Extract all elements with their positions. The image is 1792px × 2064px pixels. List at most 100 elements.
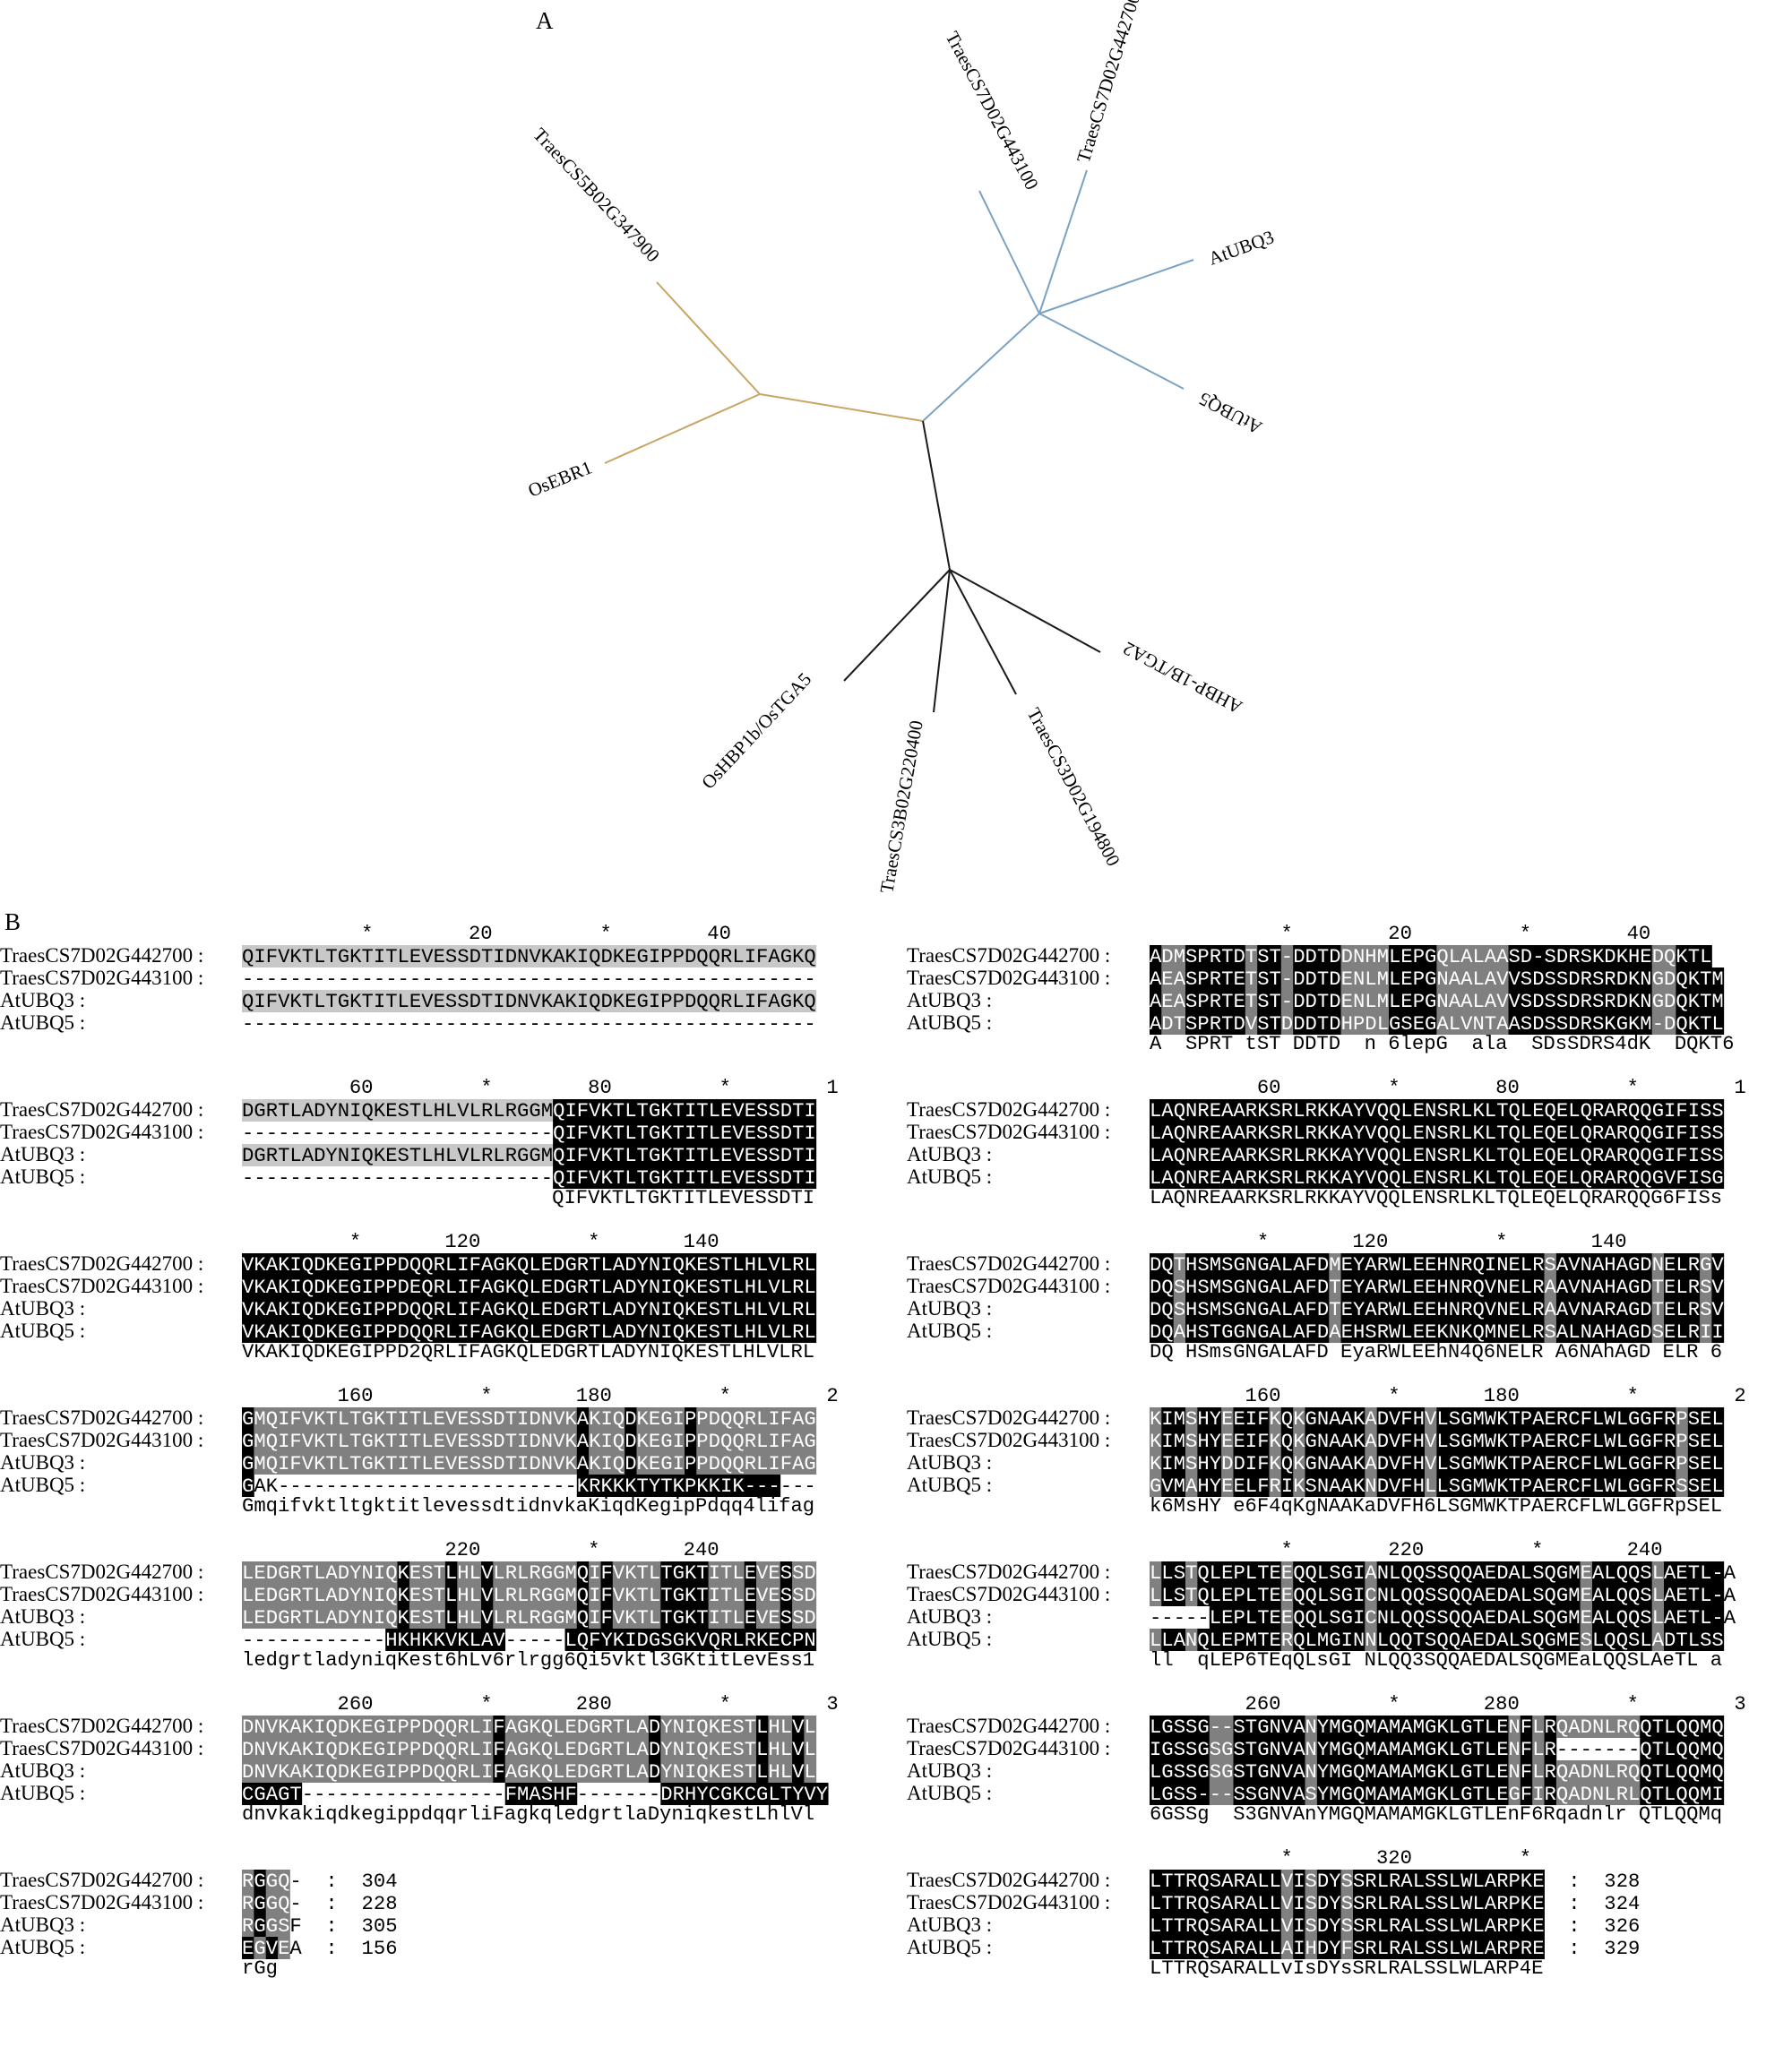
- residue-shade: [265, 1276, 279, 1298]
- sequence-row: GMQIFVKTLTGKTITLEVESSDTIDNVKAKIQDKEGIPPD…: [242, 1408, 816, 1431]
- sequence-name: TraesCS7D02G442700 :: [0, 1869, 203, 1891]
- residue-shade: [373, 1144, 386, 1166]
- residue-shade: [289, 1253, 303, 1276]
- residue-shade: [529, 1099, 542, 1122]
- residue-shade: [469, 1320, 482, 1343]
- alignment-block: 160 * 180 * 2 TraesCS7D02G442700 : KIMSHYE…: [907, 1385, 1746, 1518]
- position-ruler: * 120 * 140: [1150, 1231, 1627, 1253]
- residue-shade: [361, 1298, 375, 1320]
- residue-shade: [529, 1276, 542, 1298]
- residue-shade: [314, 1320, 326, 1343]
- residue-shade: [708, 1320, 721, 1343]
- residue-shade: [672, 990, 685, 1012]
- residue-shade: [732, 1166, 745, 1189]
- residue-shade: [289, 1298, 303, 1320]
- residue-shade: [540, 1276, 554, 1298]
- residue-shade: [529, 1144, 542, 1166]
- residue-shade: [254, 990, 267, 1012]
- residue-shade: [301, 1144, 314, 1166]
- residue-shade: [504, 1099, 518, 1122]
- residue-shade: [553, 1407, 565, 1430]
- residue-shade: [696, 1144, 710, 1166]
- alignment-block: 160 * 180 * 2 TraesCS7D02G442700 : GMQIFVK…: [0, 1385, 839, 1518]
- residue-shade: [457, 1144, 470, 1166]
- residue-shade: [397, 1144, 410, 1166]
- residue-shade: [720, 1253, 733, 1276]
- residue-shade: [504, 1407, 518, 1430]
- sequence-row: LTTRQSARALLVISDYSSRLRALSSLWLARPKE : 326: [1150, 1915, 1640, 1938]
- residue-shade: [349, 1253, 362, 1276]
- residue-shade: [576, 1122, 590, 1144]
- sequence-name: TraesCS7D02G443100 :: [907, 1429, 1110, 1451]
- sequence-name: AtUBQ5 :: [0, 1628, 85, 1650]
- sequence-row: VKAKIQDKEGIPPDQQRLIFAGKQLEDGRTLADYNIQKES…: [242, 1321, 816, 1344]
- residue-shade: [564, 1320, 578, 1343]
- residue-shade: [589, 945, 601, 968]
- sequence-name: TraesCS7D02G443100 :: [907, 1275, 1110, 1297]
- residue-shade: [636, 1144, 650, 1166]
- residue-shade: [254, 1276, 267, 1298]
- sequence-name: TraesCS7D02G443100 :: [907, 1891, 1110, 1914]
- residue-shade: [732, 1407, 745, 1430]
- residue-shade: [576, 1276, 590, 1298]
- residue-shade: [732, 1122, 745, 1144]
- consensus-row: QIFVKTLTGKTITLEVESSDTI: [242, 1187, 814, 1209]
- residue-shade: [242, 945, 254, 968]
- residue-shade: [278, 1276, 290, 1298]
- residue-shade: [337, 1099, 350, 1122]
- residue-shade: [469, 1407, 482, 1430]
- alignment-block: 260 * 280 * 3 TraesCS7D02G442700 : LGSSG--…: [907, 1693, 1746, 1826]
- residue-shade: [457, 945, 470, 968]
- sequence-name: TraesCS7D02G442700 :: [907, 1098, 1110, 1121]
- sequence-row: LEDGRTLADYNIQKESTLHLVLRLRGGMQIFVKTLTGKTI…: [242, 1607, 816, 1630]
- residue-shade: [421, 1099, 435, 1122]
- sequence-row: LAQNREAARKSRLRKKAYVQQLENSRLKLTQLEQELQRAR…: [1150, 1122, 1724, 1145]
- residue-shade: [780, 1276, 793, 1298]
- sequence-name: TraesCS7D02G442700 :: [0, 1098, 203, 1121]
- sequence-row: KIMSHYDDIFKQKGNAAKADVFHVLSGMWKTPAERCFLWL…: [1150, 1453, 1724, 1475]
- residue-shade: [433, 1407, 446, 1430]
- residue-shade: [517, 1253, 530, 1276]
- residue-shade: [421, 1253, 435, 1276]
- consensus-row: rGg: [242, 1957, 278, 1980]
- residue-shade: [373, 990, 386, 1012]
- branch-TraesCS3D02G194800: [949, 569, 1017, 695]
- residue-shade: [337, 1144, 350, 1166]
- residue-shade: [780, 990, 793, 1012]
- residue-shade: [732, 990, 745, 1012]
- residue-shade: [636, 1122, 650, 1144]
- residue-shade: [254, 1407, 267, 1430]
- residue-shade: [529, 1253, 542, 1276]
- residue-shade: [457, 1320, 470, 1343]
- position-ruler: 60 * 80 * 1: [242, 1077, 839, 1099]
- sequence-row: DQSHSMSGNGALAFDTEYARWLEEHNRQVNELRAAVNARA…: [1150, 1299, 1724, 1321]
- residue-shade: [612, 1122, 625, 1144]
- sequence-name: TraesCS7D02G443100 :: [0, 1121, 203, 1143]
- residue-shade: [397, 1276, 410, 1298]
- sequence-name: TraesCS7D02G443100 :: [907, 1737, 1110, 1759]
- residue-shade: [768, 1144, 781, 1166]
- residue-shade: [696, 990, 710, 1012]
- residue-shade: [325, 990, 339, 1012]
- residue-shade: [660, 1099, 674, 1122]
- residue-shade: [744, 1144, 757, 1166]
- residue-shade: [314, 990, 326, 1012]
- residue-shade: [625, 1298, 637, 1320]
- residue-shade: [540, 1407, 554, 1430]
- residue-shade: [732, 1320, 745, 1343]
- residue-shade: [361, 1099, 375, 1122]
- branch-TraesCS7D02G442700: [1038, 169, 1088, 314]
- residue-shade: [301, 945, 314, 968]
- residue-shade: [756, 1099, 769, 1122]
- residue-shade: [265, 1099, 279, 1122]
- branch-OsHBP1b-OsTGA5: [843, 569, 951, 682]
- residue-shade: [301, 1298, 314, 1320]
- alignment-right: * 20 * 40 TraesCS7D02G442700 : ADMSPRTDTST…: [907, 923, 1746, 1980]
- residue-shade: [708, 1166, 721, 1189]
- residue-shade: [289, 945, 303, 968]
- residue-shade: [660, 1407, 674, 1430]
- residue-shade: [804, 945, 817, 968]
- sequence-name: AtUBQ3 :: [0, 989, 85, 1011]
- residue-shade: [564, 1298, 578, 1320]
- consensus-row: A SPRT tST DDTD n 6lepG ala SDsSDRS4dK D…: [1150, 1033, 1734, 1055]
